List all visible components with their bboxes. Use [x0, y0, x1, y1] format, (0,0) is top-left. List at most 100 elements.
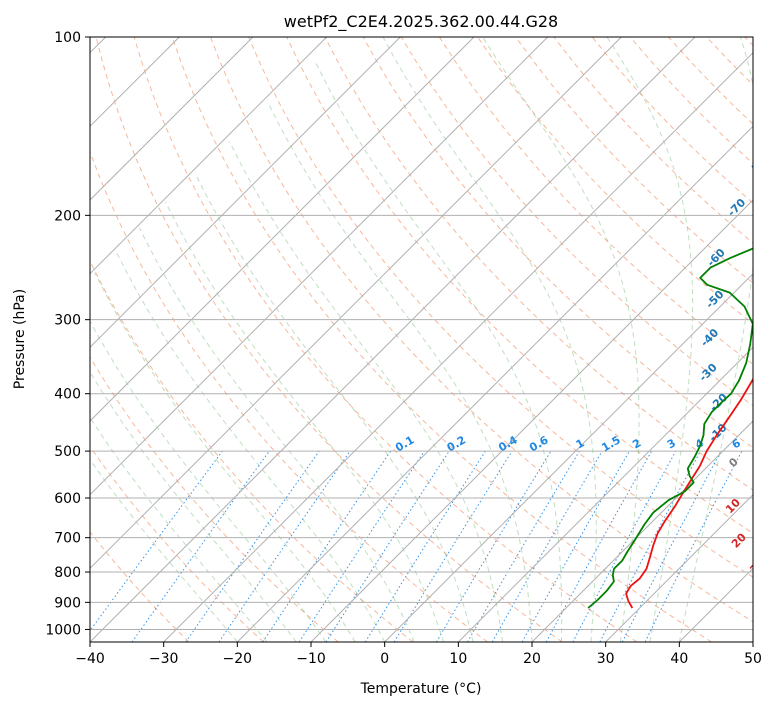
dry-adiabat-line	[210, 37, 753, 623]
mixing-ratio-line	[364, 450, 486, 642]
x-tick-label: 40	[670, 651, 688, 667]
dry-adiabat-line	[438, 37, 753, 366]
moist-adiabat-line	[606, 37, 694, 642]
temperature-profile-line	[625, 377, 753, 609]
x-tick-label: 10	[449, 651, 467, 667]
dry-adiabat-label: -80	[747, 148, 770, 171]
dry-adiabat-line	[744, 37, 753, 47]
dry-adiabat-line	[95, 37, 563, 642]
mixing-ratio-label: 8	[756, 436, 769, 451]
mixing-ratio-line	[572, 450, 677, 642]
mixing-ratio-line	[393, 450, 513, 642]
mixing-ratio-line	[131, 450, 270, 642]
dry-adiabat-line	[400, 37, 753, 407]
chart-title: wetPf2_C2E4.2025.362.00.44.G28	[284, 12, 558, 32]
dry-adiabat-line	[668, 37, 753, 125]
y-tick-label: 600	[54, 491, 81, 507]
x-tick-label: 0	[380, 651, 389, 667]
mixing-ratio-line	[521, 450, 630, 642]
pressure-gridlines	[90, 37, 753, 630]
moist-adiabat-line	[139, 227, 415, 642]
dry-adiabat-label: -20	[707, 391, 730, 414]
mixing-ratio-lines	[90, 450, 743, 642]
isotherm-line	[90, 37, 328, 275]
moist-adiabat-line	[268, 104, 533, 642]
moist-adiabat-line	[382, 37, 597, 642]
background-lines: -100-90-80-70-60-50-40-30-20-100.10.20.4…	[90, 37, 775, 642]
moist-adiabat-label: 20	[729, 530, 749, 550]
y-tick-label: 900	[54, 595, 81, 611]
x-tick-label: −20	[223, 651, 253, 667]
mixing-ratio-line	[90, 450, 223, 632]
x-axis-ticks: −40 −30 −20 −10 0 10 20 30 40 50	[75, 642, 762, 667]
x-tick-label: 20	[523, 651, 541, 667]
y-tick-label: 400	[54, 387, 81, 403]
dry-adiabat-line	[90, 531, 190, 642]
isotherm-line	[531, 420, 753, 642]
moist-adiabat-line	[228, 141, 503, 642]
dry-adiabat-line	[515, 37, 753, 284]
moist-adiabat-label: 40	[767, 581, 775, 601]
dewpoint-profile-line	[587, 247, 753, 609]
x-axis-label: Temperature (°C)	[360, 681, 482, 697]
y-tick-label: 700	[54, 531, 81, 547]
dry-adiabat-label: -40	[698, 326, 721, 349]
y-tick-label: 200	[54, 208, 81, 224]
dry-adiabat-label: -30	[697, 361, 720, 384]
isotherm-line	[678, 567, 753, 642]
y-axis-ticks: 100 200 300 400 500 600 700 800 900 1000	[45, 30, 90, 638]
isotherm-line	[90, 37, 475, 422]
mixing-ratio-line	[298, 450, 425, 642]
isotherm-line	[605, 493, 753, 642]
isotherm-line	[90, 37, 622, 570]
x-tick-label: 30	[597, 651, 615, 667]
x-tick-label: −10	[296, 651, 326, 667]
dry-adiabat-label: -90	[769, 100, 775, 123]
moist-adiabat-line	[90, 370, 297, 642]
moist-adiabats	[90, 37, 753, 642]
dry-adiabat-line	[90, 445, 264, 642]
y-tick-label: 500	[54, 444, 81, 460]
y-tick-label: 300	[54, 313, 81, 329]
dry-adiabat-line	[171, 37, 712, 642]
skewed-isotherms	[90, 37, 753, 642]
moist-adiabat-line	[115, 251, 386, 642]
dry-adiabat-line	[90, 356, 339, 642]
mixing-ratio-line	[185, 450, 320, 642]
dry-adiabat-line	[90, 259, 414, 642]
mixing-ratio-line	[325, 450, 450, 642]
mixing-ratio-line	[435, 450, 552, 642]
isotherm-line	[457, 346, 753, 642]
moist-adiabat-line	[90, 458, 238, 642]
isotherm-line	[384, 272, 753, 642]
y-axis-label: Pressure (hPa)	[12, 289, 28, 389]
isotherm-line	[90, 37, 401, 349]
isotherm-line	[752, 641, 753, 642]
isotherm-line	[236, 125, 753, 642]
y-tick-label: 1000	[45, 622, 81, 638]
moist-adiabat-line	[90, 416, 268, 642]
moist-adiabat-line	[165, 201, 445, 642]
moist-adiabat-line	[94, 272, 356, 642]
profiles	[587, 247, 753, 609]
mixing-ratio-line	[467, 450, 580, 642]
mixing-ratio-label: 2	[630, 436, 643, 451]
moist-adiabat-label: 30	[747, 556, 767, 576]
x-tick-label: −40	[75, 651, 105, 667]
dry-adiabat-line	[90, 150, 488, 642]
moist-adiabat-line	[482, 37, 640, 642]
mixing-ratio-line	[644, 450, 743, 642]
mixing-ratio-line	[262, 450, 392, 642]
dry-adiabat-line	[591, 37, 753, 204]
isotherm-line	[90, 37, 254, 201]
moist-adiabat-line	[314, 61, 563, 642]
mixing-ratio-line	[545, 450, 653, 642]
isotherm-line	[90, 37, 549, 496]
mixing-ratio-label: 6	[730, 436, 743, 451]
y-tick-label: 100	[54, 30, 81, 46]
moist-adiabat-line	[90, 320, 327, 642]
isotherm-line	[310, 199, 753, 642]
mixing-ratio-line	[218, 450, 351, 642]
plot-frame	[89, 36, 754, 643]
